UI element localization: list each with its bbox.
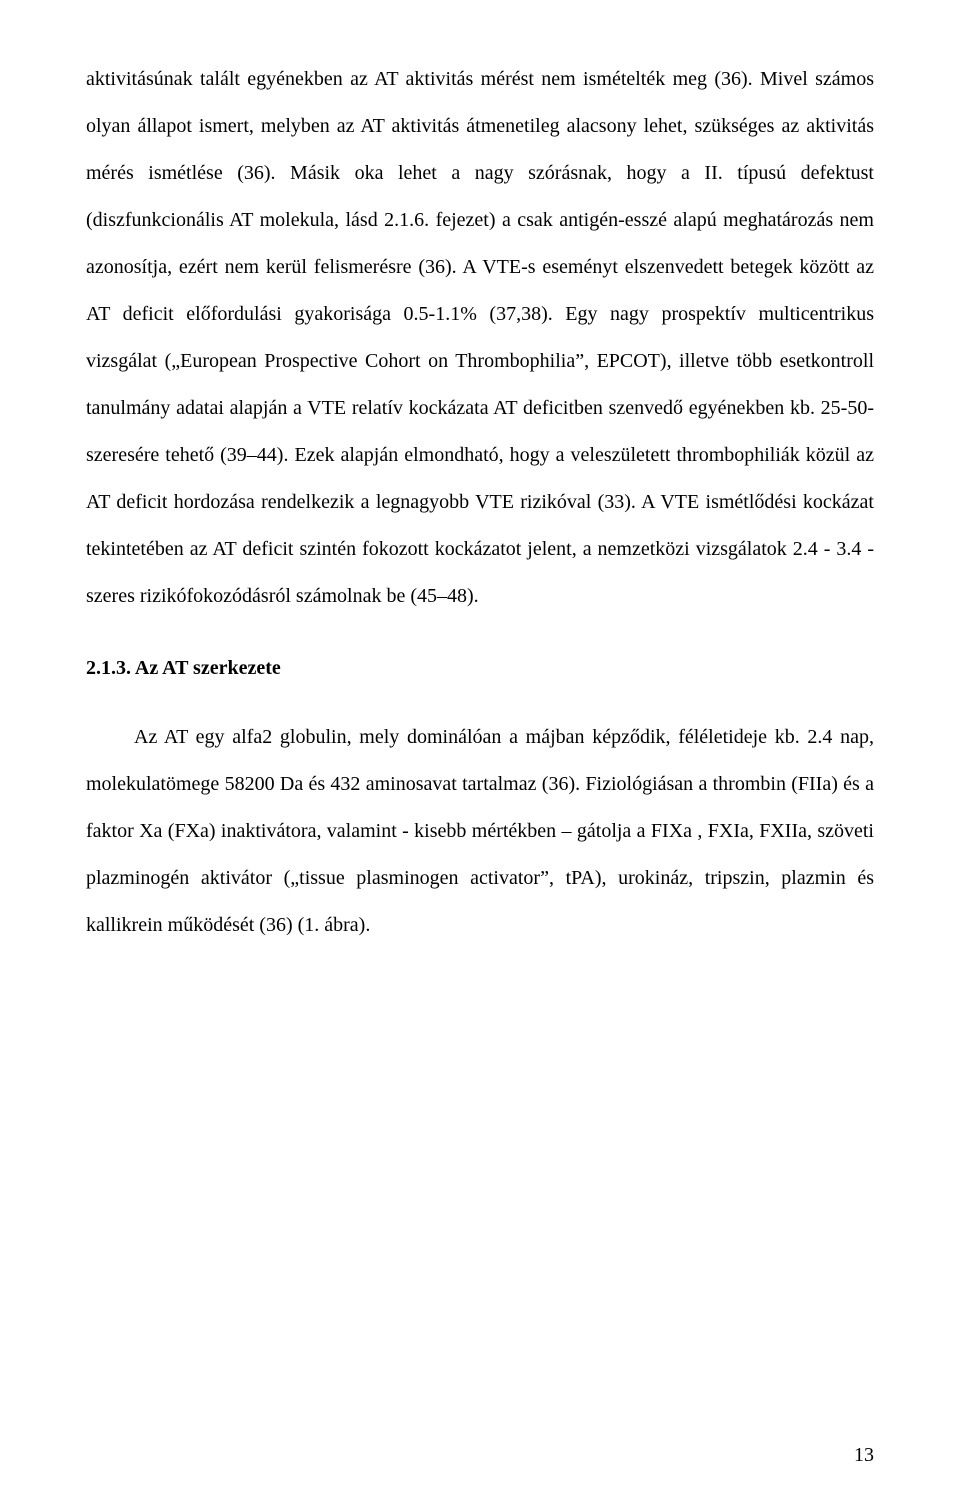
- body-paragraph-2: Az AT egy alfa2 globulin, mely dominálóa…: [86, 714, 874, 949]
- page-number: 13: [854, 1444, 874, 1467]
- page: aktivitásúnak talált egyénekben az AT ak…: [0, 0, 960, 1507]
- body-paragraph-1: aktivitásúnak talált egyénekben az AT ak…: [86, 56, 874, 620]
- section-heading: 2.1.3. Az AT szerkezete: [86, 648, 874, 688]
